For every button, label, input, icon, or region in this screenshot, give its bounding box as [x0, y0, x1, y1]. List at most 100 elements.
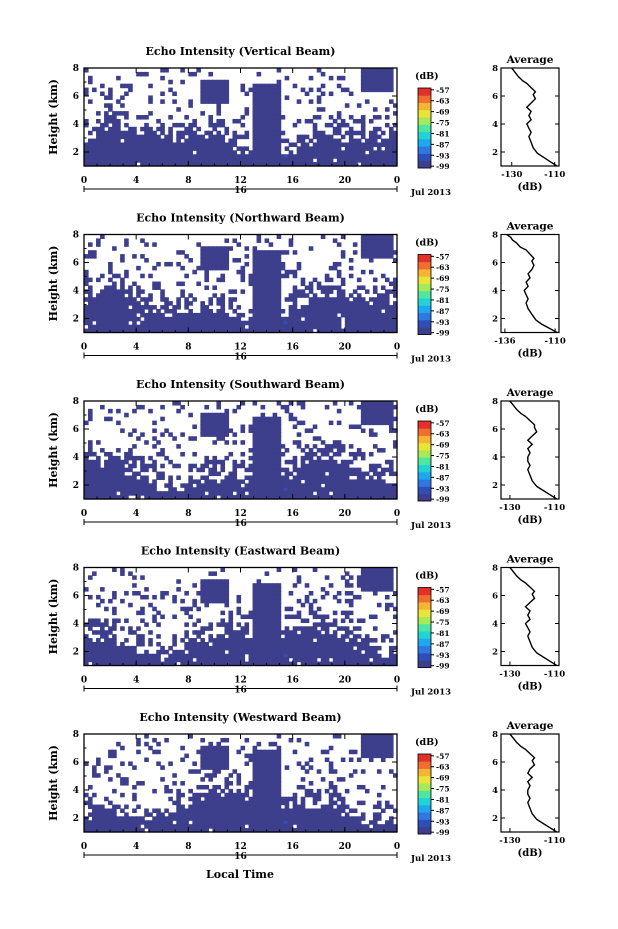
heatmap-cell	[108, 103, 113, 108]
heatmap-cell	[264, 769, 270, 774]
heatmap-cell	[116, 154, 121, 159]
heatmap-cell	[248, 448, 254, 453]
heatmap-cell	[360, 83, 366, 89]
heatmap-cell	[248, 757, 254, 763]
heatmap-cell	[260, 118, 266, 124]
heatmap-cell	[344, 328, 350, 334]
heatmap-cell	[328, 277, 334, 283]
heatmap-cell	[216, 404, 222, 410]
heatmap-cell	[384, 87, 390, 93]
heatmap-cell	[376, 587, 382, 592]
heatmap-cell	[84, 761, 89, 766]
heatmap-cell	[292, 479, 298, 484]
heatmap-cell	[288, 242, 294, 247]
heatmap-cell	[224, 792, 230, 798]
heatmap-cell	[128, 824, 133, 829]
heatmap-cell	[324, 404, 330, 410]
heatmap-cell	[104, 308, 109, 314]
heatmap-cell	[376, 416, 382, 422]
heatmap-cell	[188, 463, 193, 469]
heatmap-cell	[244, 320, 250, 326]
heatmap-cell	[264, 91, 270, 97]
heatmap-cell	[268, 618, 274, 623]
heatmap-cell	[272, 757, 278, 763]
heatmap-cell	[192, 761, 197, 766]
heatmap-cell	[356, 404, 362, 410]
heatmap-cell	[352, 250, 358, 255]
heatmap-cell	[348, 150, 354, 155]
heatmap-cell	[100, 146, 105, 151]
heatmap-cell	[392, 289, 398, 294]
colorbar-segment	[418, 254, 431, 263]
colorbar-segment	[418, 276, 431, 284]
heatmap-cell	[392, 250, 398, 255]
heatmap-cell	[300, 320, 306, 326]
heatmap-cell	[304, 594, 310, 600]
heatmap-cell	[196, 320, 201, 326]
heatmap-cell	[296, 308, 302, 314]
heatmap-cell	[344, 308, 350, 314]
heatmap-cell	[140, 479, 145, 484]
heatmap-cell	[388, 316, 394, 322]
heatmap-cell	[240, 150, 246, 155]
heatmap-cell	[116, 408, 121, 414]
heatmap-cell	[360, 308, 366, 314]
heatmap-cell	[276, 316, 282, 322]
heatmap-cell	[264, 824, 270, 829]
heatmap-cell	[84, 475, 89, 480]
heatmap-cell	[116, 495, 121, 500]
heatmap-cell	[260, 610, 266, 616]
heatmap-cell	[148, 150, 153, 155]
heatmap-cell	[132, 308, 137, 314]
heatmap-cell	[200, 412, 205, 418]
heatmap-cell	[248, 463, 254, 469]
heatmap-cell	[316, 316, 322, 322]
heatmap-cell	[212, 154, 218, 159]
heatmap-cell	[264, 258, 270, 263]
heatmap-cell	[388, 87, 394, 93]
heatmap-cell	[304, 285, 310, 290]
heatmap-cell	[324, 301, 330, 306]
heatmap-cell	[232, 471, 238, 477]
heatmap-cell	[188, 487, 193, 492]
heatmap-cell	[176, 312, 181, 318]
heatmap-cell	[120, 816, 125, 821]
heatmap-cell	[256, 471, 262, 477]
heatmap-cell	[216, 800, 222, 806]
heatmap-cell	[152, 436, 157, 441]
y-tick-label: 6	[73, 592, 79, 602]
heatmap-cell	[152, 324, 157, 330]
heatmap-cell	[228, 154, 234, 159]
heatmap-cell	[244, 804, 250, 810]
heatmap-cell	[308, 455, 314, 461]
heatmap-cell	[268, 265, 274, 271]
heatmap-cell	[264, 111, 270, 116]
heatmap-cell	[200, 594, 205, 600]
heatmap-cell	[184, 610, 189, 616]
heatmap-cell	[368, 87, 374, 93]
colorbar-segment	[418, 652, 431, 661]
heatmap-cell	[132, 138, 137, 144]
heatmap-cell	[132, 444, 137, 449]
heatmap-cell	[228, 653, 234, 659]
heatmap-cell	[112, 316, 117, 322]
heatmap-cell	[112, 487, 117, 492]
heatmap-cell	[104, 641, 109, 647]
heatmap-cell	[192, 583, 197, 588]
heatmap-cell	[104, 134, 109, 140]
heatmap-cell	[232, 828, 238, 833]
heatmap-cell	[300, 401, 306, 406]
heatmap-cell	[372, 150, 378, 155]
heatmap-cell	[268, 154, 274, 159]
heatmap-cell	[128, 285, 133, 290]
heatmap-cell	[96, 483, 101, 488]
heatmap-cell	[152, 657, 157, 663]
heatmap-cell	[88, 804, 93, 810]
heatmap-cell	[340, 254, 346, 259]
heatmap-cell	[200, 626, 205, 631]
heatmap-cell	[220, 277, 226, 283]
heatmap-cell	[212, 440, 218, 445]
heatmap-cell	[332, 130, 338, 136]
heatmap-cell	[372, 75, 378, 81]
heatmap-cell	[384, 567, 390, 573]
